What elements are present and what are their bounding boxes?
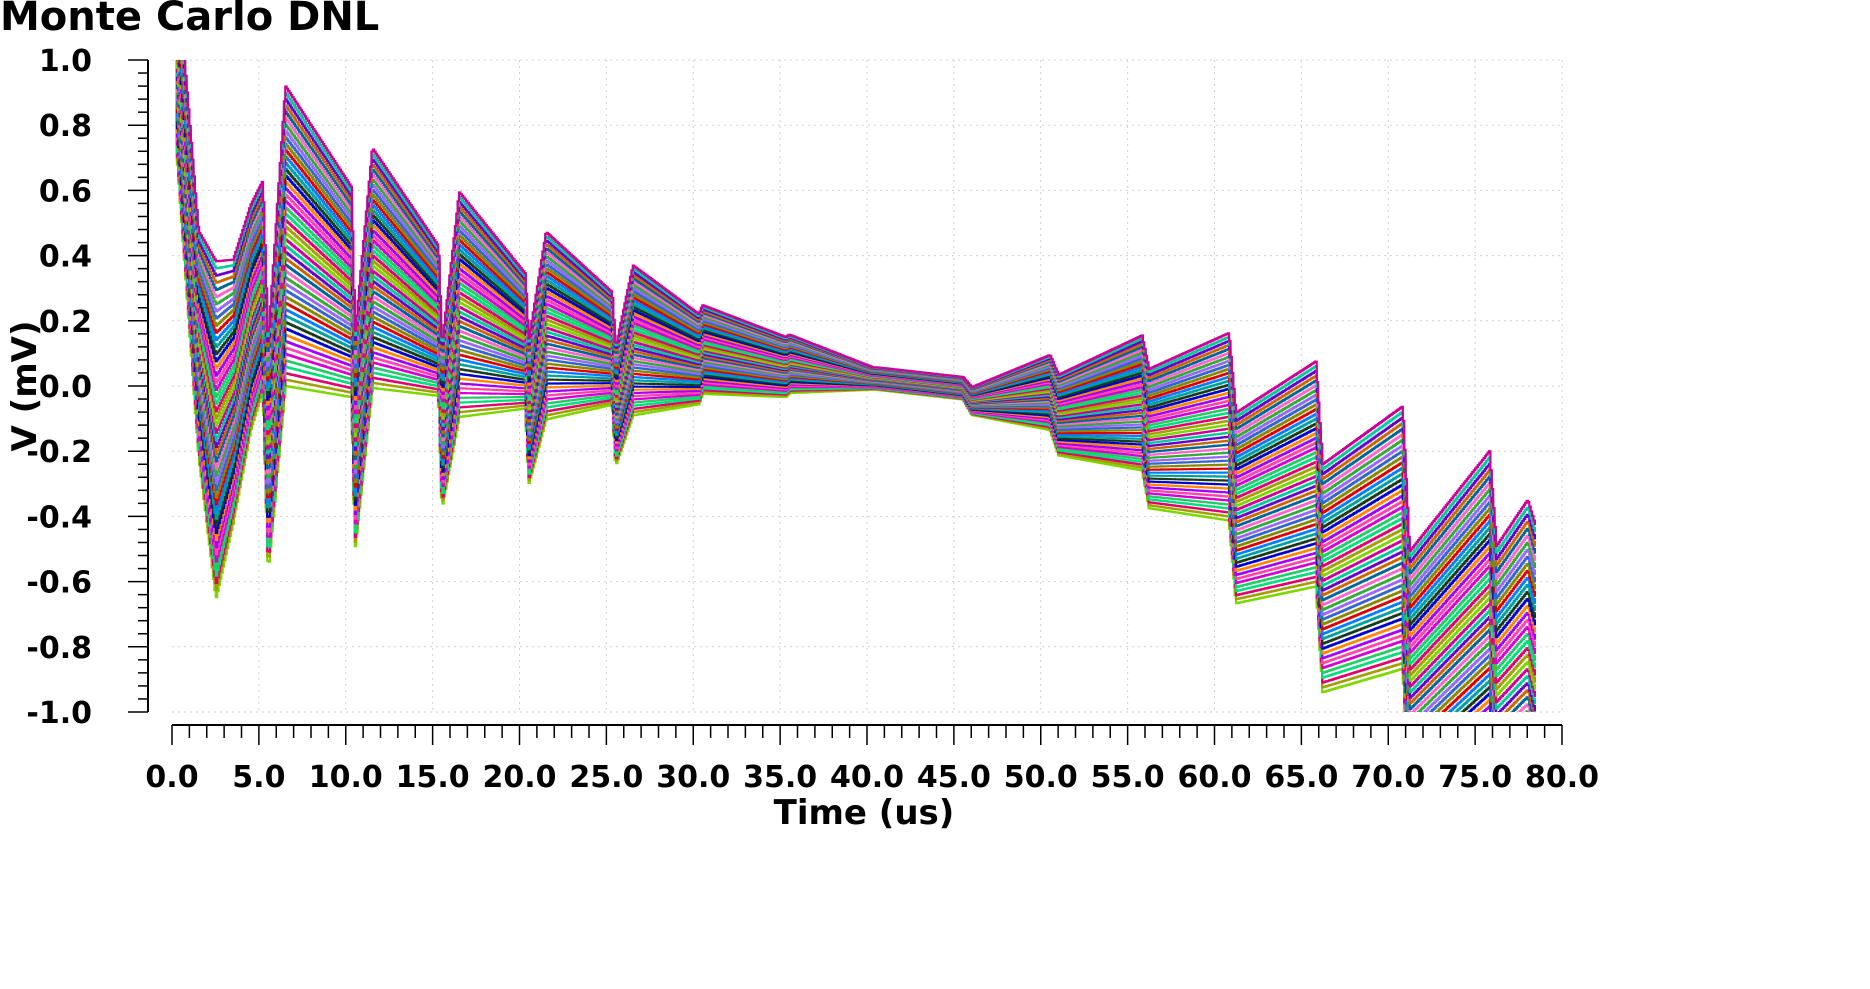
mc-run-14: [175, 92, 1495, 712]
y-axis: 1.0 0.8 0.6 0.4 0.2 0.0 -0.2 -0.4 -0.6 -0.8 -1.0: [26, 44, 149, 731]
x-axis: 0.0 5.0 10.0 15.0 20.0 25.0 30.0 35.0 40.0 45.0 50…: [145, 724, 1599, 795]
x-tick-label: 15.0: [396, 760, 470, 795]
x-tick-label: 0.0: [145, 760, 198, 795]
y-tick-label: -0.8: [26, 631, 92, 666]
x-tick-label: 30.0: [656, 760, 730, 795]
x-tick-label: 5.0: [232, 760, 285, 795]
x-tick-label: 70.0: [1351, 760, 1425, 795]
y-axis-title: V (mV): [5, 321, 45, 452]
x-tick-label: 45.0: [917, 760, 991, 795]
series-group: [175, 60, 1536, 712]
y-tick-label: 0.6: [39, 174, 92, 209]
x-tick-label: 50.0: [1004, 760, 1078, 795]
chart-title: Monte Carlo DNL: [0, 0, 379, 40]
x-tick-label: 35.0: [743, 760, 817, 795]
x-tick-label: 75.0: [1438, 760, 1512, 795]
y-tick-label: 1.0: [39, 44, 92, 79]
x-tick-label: 55.0: [1091, 760, 1165, 795]
y-tick-label: 0.2: [39, 305, 92, 340]
y-tick-label: 0.8: [39, 109, 92, 144]
x-tick-label: 60.0: [1177, 760, 1251, 795]
mc-run-48: [182, 60, 1536, 552]
x-tick-label: 25.0: [569, 760, 643, 795]
x-tick-label: 10.0: [309, 760, 383, 795]
y-tick-label: -1.0: [26, 696, 92, 731]
x-tick-label: 20.0: [482, 760, 556, 795]
y-tick-label: -0.6: [26, 566, 92, 601]
y-tick-label: -0.2: [26, 435, 92, 470]
mc-run-32: [178, 60, 1536, 652]
y-tick-label: 0.4: [39, 240, 92, 275]
x-tick-label: 65.0: [1264, 760, 1338, 795]
y-tick-label: -0.4: [26, 500, 92, 535]
y-tick-label: 0.0: [39, 370, 92, 405]
x-tick-label: 80.0: [1525, 760, 1599, 795]
x-axis-title: Time (us): [774, 793, 955, 833]
x-tick-label: 40.0: [830, 760, 904, 795]
